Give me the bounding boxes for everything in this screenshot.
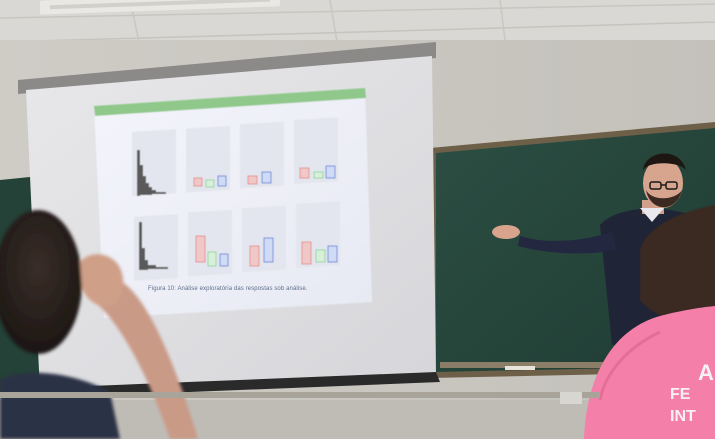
slide-caption: Figura 10: Análise exploratória das resp…: [148, 286, 308, 292]
chart-panel: [188, 209, 232, 277]
boxplots-top: [193, 165, 336, 188]
lecturer-hand: [492, 225, 520, 239]
audience-right-hair: [640, 205, 715, 322]
shirt-print-line: A: [698, 360, 714, 385]
lecturer-arm: [518, 232, 616, 254]
audience-left-shoulders: [0, 372, 120, 439]
histogram-top: [137, 150, 166, 196]
boxplots-bottom: [195, 235, 338, 267]
desk-edge: [0, 392, 600, 398]
lecturer-collar: [640, 208, 664, 222]
chart-panel: [240, 121, 284, 189]
chalk-tray: [505, 366, 535, 370]
audience-right-shirt: [584, 306, 715, 439]
lecturer-hair: [643, 153, 686, 170]
audience-left-hand: [80, 254, 124, 307]
lecturer-beard: [646, 190, 682, 208]
wall-fixture: [560, 392, 582, 404]
audience-left: [0, 210, 198, 439]
shirt-print-line: INT: [670, 408, 696, 425]
audience-right: [584, 205, 715, 439]
audience-left-head: [0, 210, 82, 354]
projected-slide: [94, 88, 372, 318]
glasses-icon: [649, 181, 678, 190]
histogram-bottom: [139, 222, 168, 270]
audience-left-arm: [92, 282, 198, 439]
slide-header-bar: [94, 88, 366, 116]
lecturer-face: [643, 158, 683, 208]
shirt-print: A FE INT: [670, 362, 715, 428]
shirt-print-line: FE: [670, 386, 691, 403]
